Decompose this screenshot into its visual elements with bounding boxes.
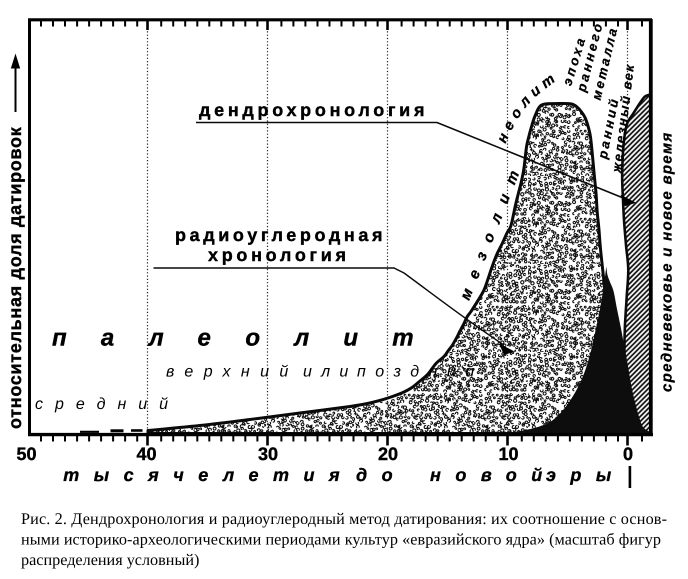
svg-text:поздний: поздний <box>357 364 484 381</box>
svg-text:ными историко-археологическими: ными историко-археологическими периодами… <box>21 531 661 549</box>
svg-text:20: 20 <box>378 444 398 464</box>
svg-text:0: 0 <box>623 444 633 464</box>
svg-text:радиоуглеродная: радиоуглеродная <box>175 225 386 245</box>
svg-text:средний: средний <box>35 396 180 413</box>
svg-text:хронология: хронология <box>208 245 350 265</box>
svg-text:новой: новой <box>430 465 557 485</box>
svg-text:10: 10 <box>498 444 518 464</box>
svg-text:тысячелетия: тысячелетия <box>63 465 354 485</box>
svg-text:распределения условный): распределения условный) <box>21 551 199 569</box>
svg-text:средневековье и новое время: средневековье и новое время <box>659 132 676 392</box>
svg-text:эры: эры <box>546 465 626 485</box>
svg-text:30: 30 <box>258 444 278 464</box>
svg-text:Рис. 2. Дендрохронология и рад: Рис. 2. Дендрохронология и радиоуглеродн… <box>21 510 667 528</box>
svg-text:50: 50 <box>16 444 36 464</box>
svg-text:40: 40 <box>136 444 156 464</box>
svg-text:до: до <box>356 465 407 485</box>
svg-text:дендрохронология: дендрохронология <box>199 100 428 120</box>
svg-text:или: или <box>303 364 357 381</box>
svg-text:верхний: верхний <box>166 364 299 381</box>
svg-text:относительная доля датировок: относительная доля датировок <box>5 126 25 429</box>
svg-text:палеолит: палеолит <box>52 325 448 352</box>
